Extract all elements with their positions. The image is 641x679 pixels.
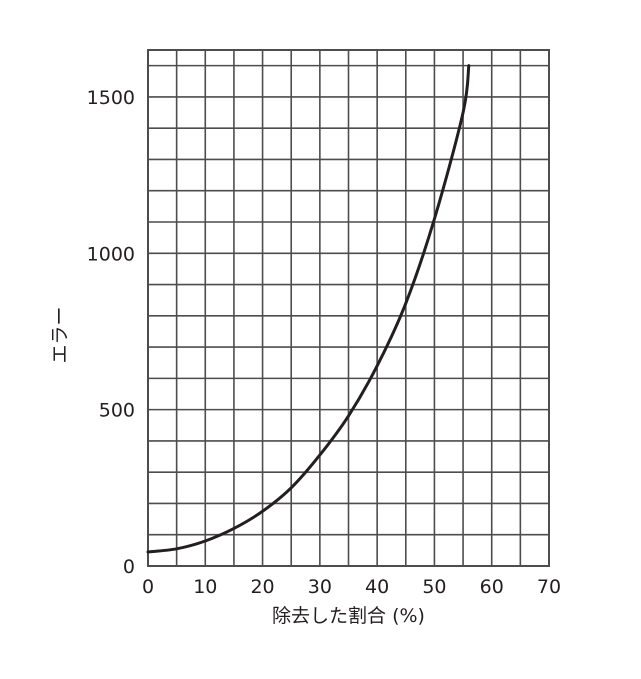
x-tick-label: 30: [308, 576, 332, 598]
y-tick-labels: 0 500 1000 1500: [87, 87, 135, 578]
grid: [148, 50, 549, 566]
error-curve: [146, 64, 471, 554]
x-tick-label: 40: [365, 576, 389, 598]
x-tick-label: 50: [422, 576, 446, 598]
y-tick-label: 500: [99, 400, 135, 422]
x-tick-label: 10: [193, 576, 217, 598]
y-axis-title: エラー: [49, 306, 71, 363]
y-tick-label: 0: [123, 556, 135, 578]
y-tick-label: 1500: [87, 87, 135, 109]
x-axis-title: 除去した割合 (%): [272, 605, 425, 627]
x-tick-labels: 0 10 20 30 40 50 60 70: [142, 576, 561, 598]
plot-frame: [147, 49, 550, 567]
x-tick-label: 0: [142, 576, 154, 598]
x-tick-label: 60: [480, 576, 504, 598]
x-tick-label: 20: [250, 576, 274, 598]
x-tick-label: 70: [537, 576, 561, 598]
y-tick-label: 1000: [87, 243, 135, 265]
